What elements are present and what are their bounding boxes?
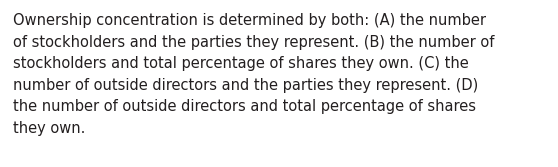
Text: Ownership concentration is determined by both: (A) the number
of stockholders an: Ownership concentration is determined by… bbox=[13, 13, 494, 136]
